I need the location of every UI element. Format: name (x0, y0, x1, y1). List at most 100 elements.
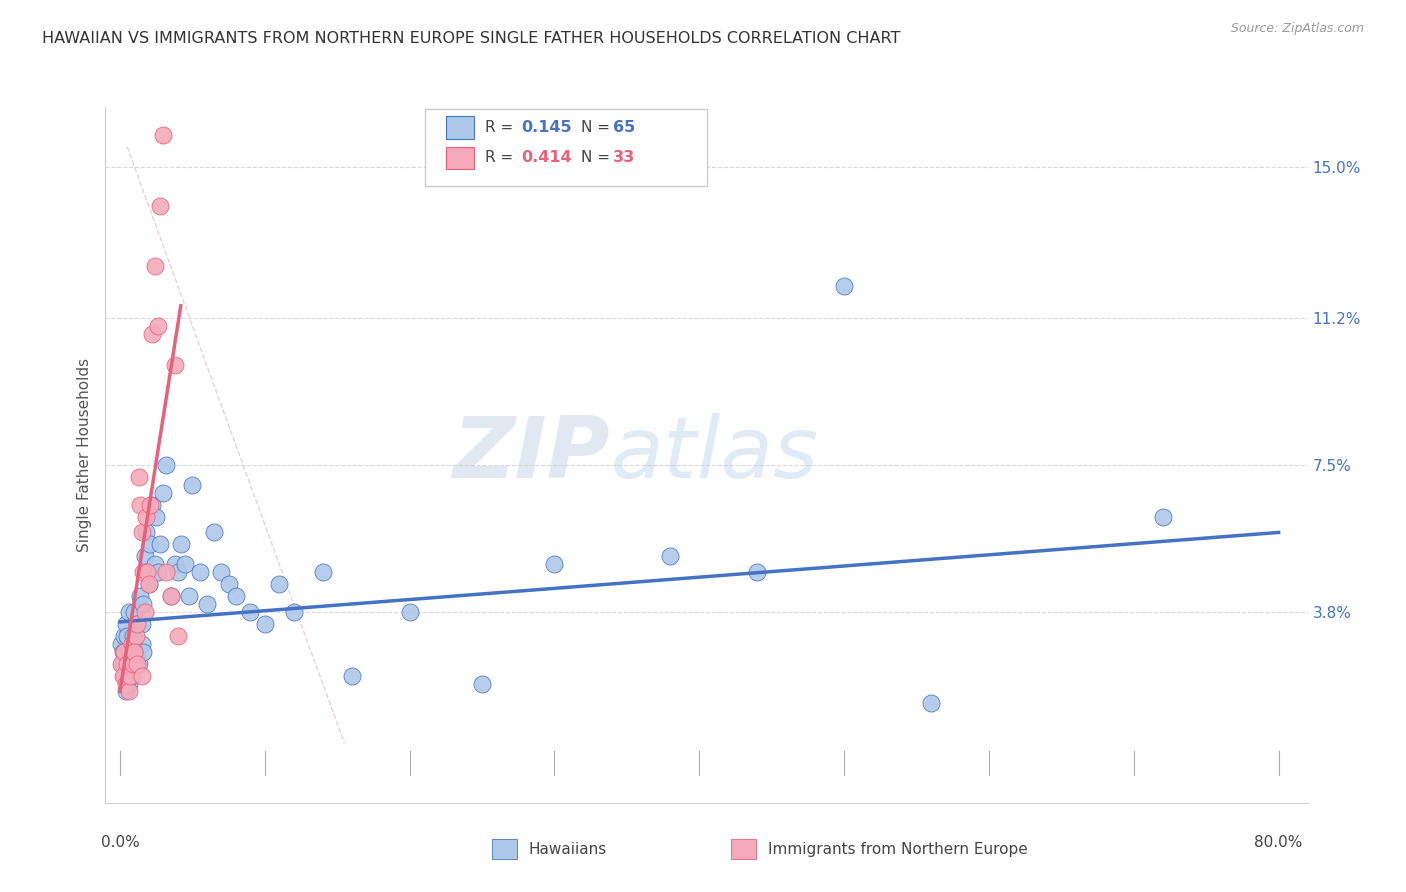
Point (202, 525, 225, 540)
Point (135, 525, 157, 540)
Point (125, 629, 148, 643)
Point (141, 326, 163, 341)
Point (115, 629, 138, 643)
Point (121, 637, 143, 651)
Point (152, 485, 174, 500)
Point (139, 498, 162, 512)
Point (115, 657, 138, 671)
Point (127, 616, 149, 631)
Point (114, 616, 136, 631)
Point (145, 509, 167, 524)
Point (218, 577, 240, 591)
Point (398, 605, 420, 619)
Point (115, 657, 138, 671)
Point (125, 657, 148, 671)
Point (124, 605, 146, 619)
Point (114, 676, 136, 690)
Point (1152, 509, 1174, 524)
Point (181, 477, 204, 491)
Point (269, 577, 291, 591)
Text: R =: R = (485, 120, 519, 135)
Point (141, 498, 163, 512)
Point (471, 676, 494, 690)
Point (155, 565, 177, 579)
Point (122, 629, 145, 643)
Point (340, 668, 363, 682)
Point (832, 279, 855, 293)
Point (110, 657, 132, 671)
Point (134, 605, 156, 619)
Text: R =: R = (485, 151, 519, 165)
Point (239, 605, 262, 619)
Point (312, 565, 335, 579)
Point (167, 629, 190, 643)
Point (209, 565, 232, 579)
Point (124, 637, 146, 651)
Point (117, 676, 139, 690)
Point (121, 668, 143, 682)
Point (132, 645, 155, 659)
Point (129, 498, 152, 512)
Point (179, 589, 201, 603)
Point (112, 629, 135, 643)
Point (112, 668, 135, 682)
Point (225, 589, 247, 603)
Point (131, 668, 153, 682)
Point (159, 589, 181, 603)
Point (128, 657, 150, 671)
Text: 0.0%: 0.0% (101, 835, 139, 849)
Point (131, 637, 153, 651)
Text: Hawaiians: Hawaiians (529, 842, 607, 856)
Point (120, 657, 142, 671)
Point (124, 645, 146, 659)
Point (111, 645, 134, 659)
Text: Immigrants from Northern Europe: Immigrants from Northern Europe (768, 842, 1028, 856)
Point (195, 597, 218, 611)
Point (149, 199, 172, 213)
Point (143, 259, 166, 273)
Point (132, 597, 155, 611)
Point (163, 558, 186, 572)
Point (135, 509, 157, 524)
Point (139, 537, 162, 551)
Point (159, 589, 181, 603)
Point (127, 616, 149, 631)
Point (143, 558, 166, 572)
Point (167, 565, 190, 579)
Text: 80.0%: 80.0% (1254, 835, 1303, 849)
Point (128, 470, 150, 484)
Text: 0.145: 0.145 (522, 120, 572, 135)
Y-axis label: Single Father Households: Single Father Households (77, 358, 93, 552)
Point (253, 616, 276, 631)
Text: atlas: atlas (610, 413, 818, 497)
Point (129, 589, 152, 603)
Point (747, 565, 769, 579)
Text: 0.414: 0.414 (522, 151, 572, 165)
Point (122, 657, 145, 671)
Point (543, 558, 565, 572)
Point (283, 605, 305, 619)
Point (155, 458, 177, 472)
Text: N =: N = (581, 151, 614, 165)
Point (114, 684, 136, 698)
Point (124, 645, 146, 659)
Text: Source: ZipAtlas.com: Source: ZipAtlas.com (1230, 22, 1364, 36)
Point (117, 605, 139, 619)
Point (188, 565, 211, 579)
Point (149, 537, 172, 551)
Point (117, 684, 139, 698)
Point (136, 565, 159, 579)
Point (120, 668, 142, 682)
Point (134, 549, 156, 564)
Point (136, 565, 159, 579)
Point (131, 525, 153, 540)
Point (111, 668, 134, 682)
Text: ZIP: ZIP (453, 413, 610, 497)
Point (120, 645, 142, 659)
Point (170, 537, 193, 551)
Text: 65: 65 (613, 120, 636, 135)
Point (174, 558, 197, 572)
Point (138, 577, 160, 591)
Text: HAWAIIAN VS IMMIGRANTS FROM NORTHERN EUROPE SINGLE FATHER HOUSEHOLDS CORRELATION: HAWAIIAN VS IMMIGRANTS FROM NORTHERN EUR… (42, 31, 901, 46)
Point (110, 637, 132, 651)
